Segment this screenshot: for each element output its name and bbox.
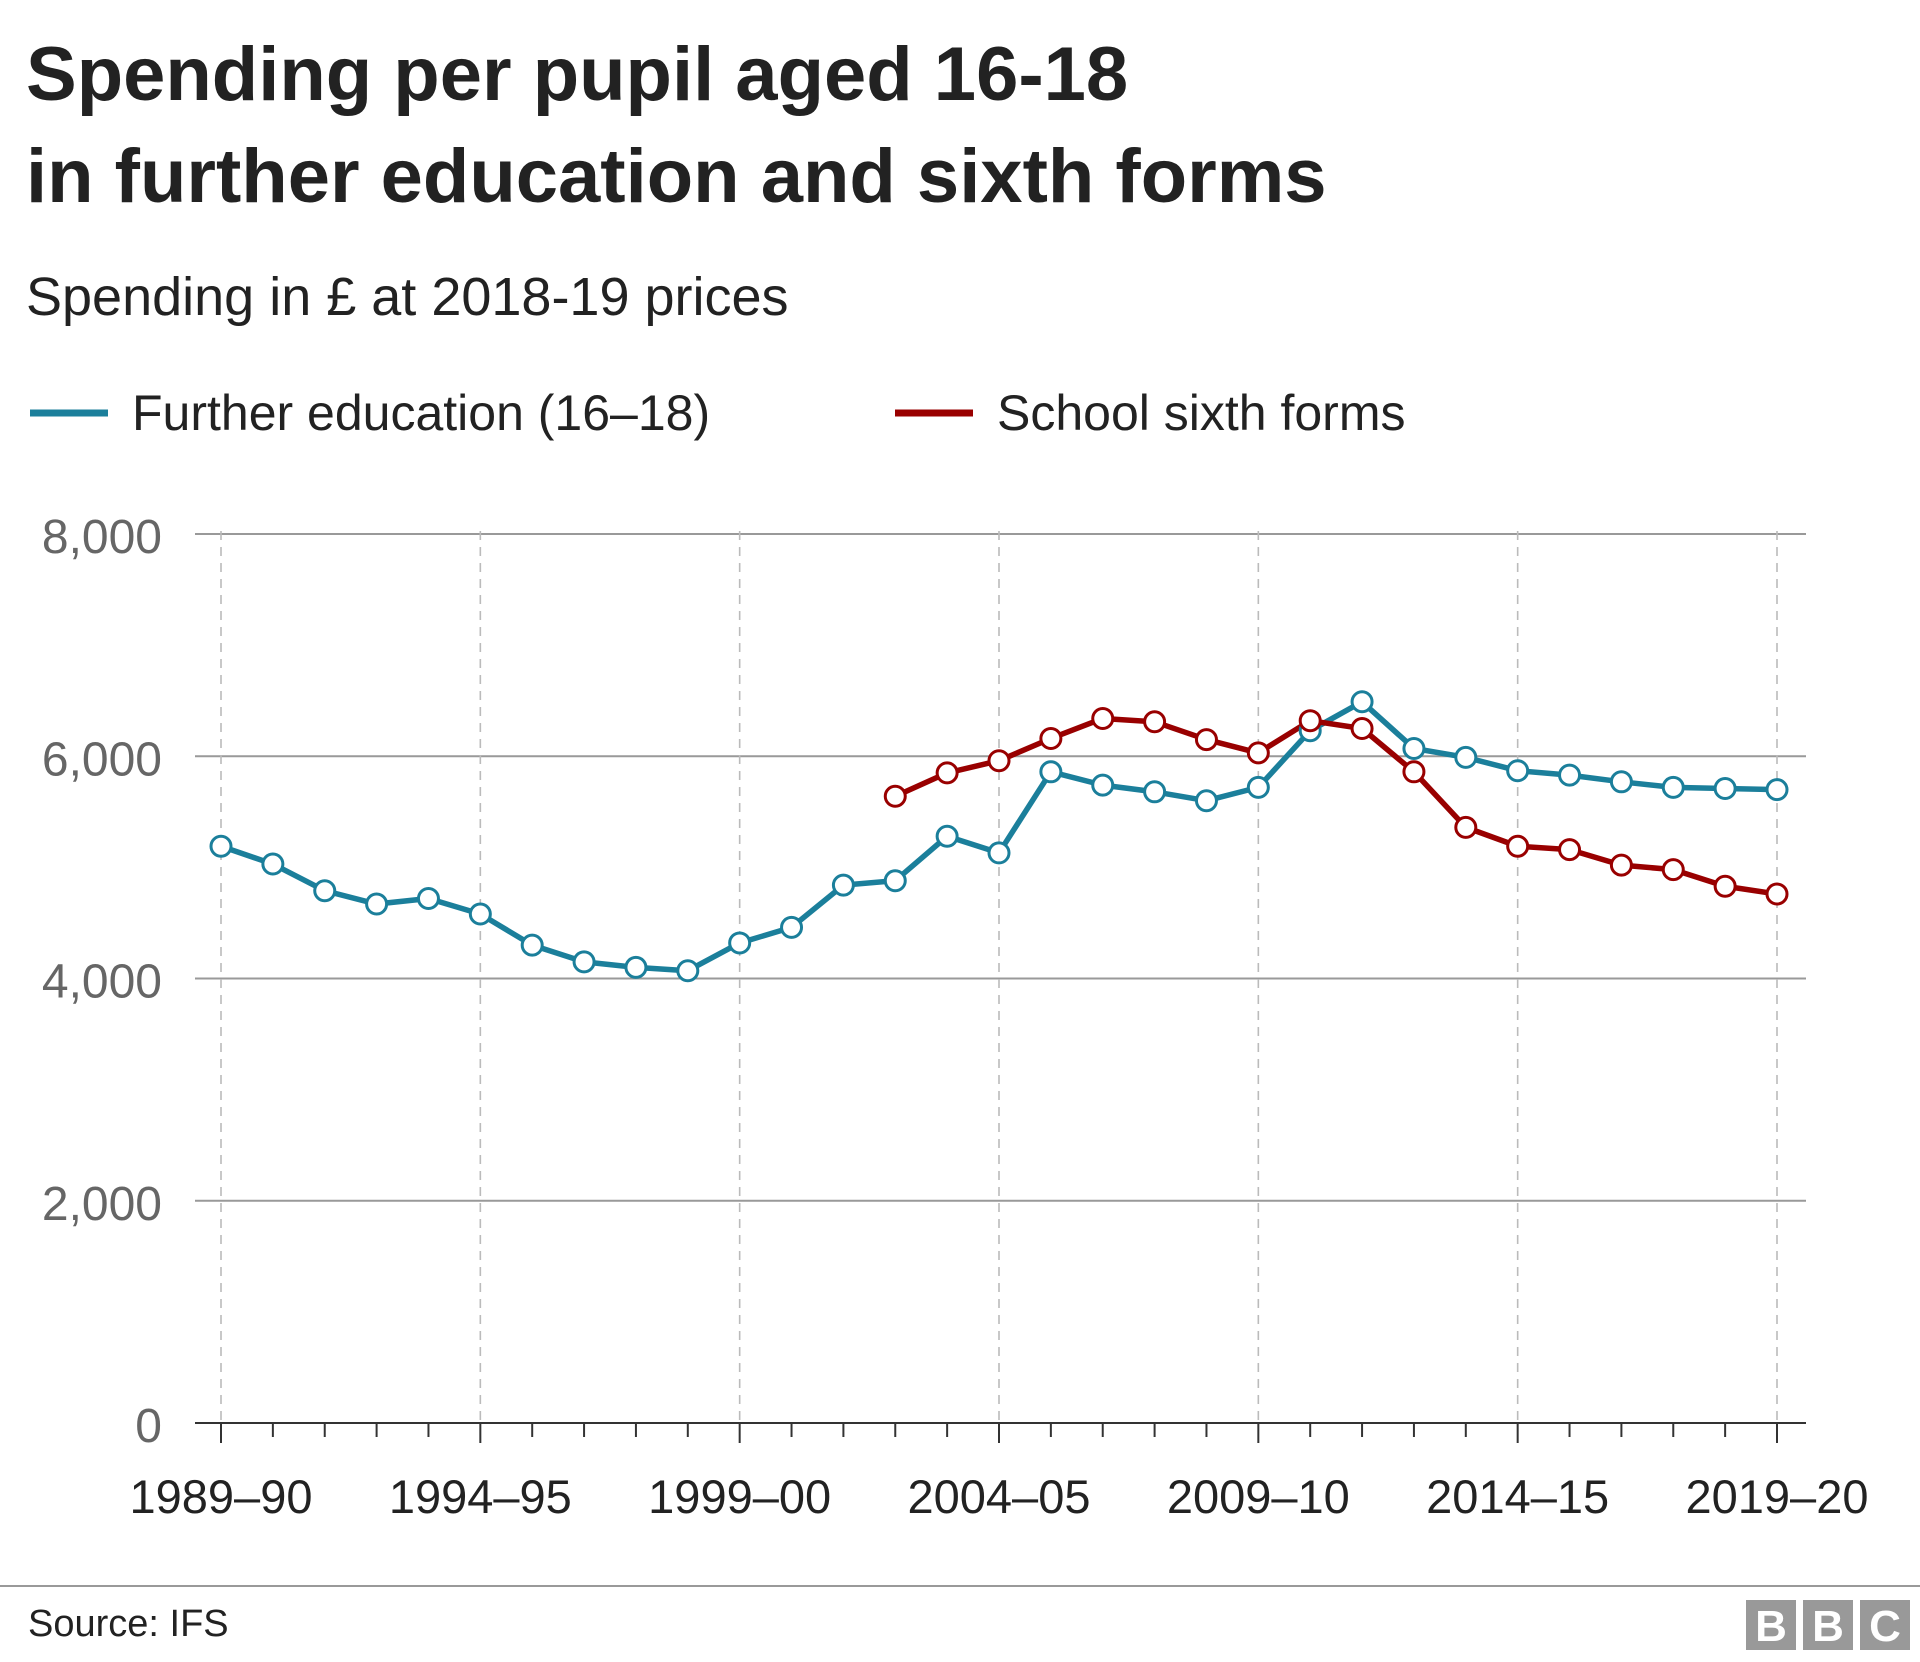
series-0-point [209,834,233,858]
series-1-point [1091,706,1115,730]
series-0-point [261,852,285,876]
series-0-point [468,902,492,926]
bbc-logo: B B C [1746,1600,1910,1651]
series-0-point [1143,780,1167,804]
series-0-point [1350,690,1374,714]
series-1-point [1246,741,1270,765]
x-axis-ticks [220,1423,1778,1443]
series-0-point [572,950,596,974]
series-1-point [1039,726,1063,750]
chart-title-line-2: in further education and sixth forms [26,134,1327,219]
series-0-point [1402,736,1426,760]
series-0-point [1713,776,1737,800]
y-tick-label: 6,000 [42,733,162,786]
series-0-point [416,886,440,910]
legend-label-sixth-forms: School sixth forms [997,385,1405,441]
series-1-point [883,784,907,808]
bbc-logo-letter-1: B [1755,1602,1787,1651]
series-1-point [1609,853,1633,877]
series-1-point [935,761,959,785]
y-tick-label: 8,000 [42,511,162,564]
series-0-point [728,931,752,955]
bbc-logo-block-2 [1803,1600,1853,1650]
legend-label-further-education: Further education (16–18) [132,385,710,441]
chart-title-line-1: Spending per pupil aged 16-18 [26,32,1128,117]
bbc-logo-letter-2: B [1812,1602,1844,1651]
series-0-point [1558,763,1582,787]
series-0-point [520,933,544,957]
series-0-point [1246,775,1270,799]
x-axis-labels: 1989–90 1994–95 1999–00 2004–05 2009–10 2014–… [130,1470,1869,1523]
y-tick-label: 2,000 [42,1178,162,1231]
series-0-point [1039,760,1063,784]
series-0-point [935,824,959,848]
series-0-point [831,873,855,897]
x-tick-label: 2019–20 [1686,1470,1869,1523]
y-axis-labels: 0 2,000 4,000 6,000 8,000 [42,511,162,1453]
x-tick-label: 2014–15 [1426,1470,1609,1523]
y-tick-label: 0 [135,1400,162,1453]
series-0-point [365,892,389,916]
series [209,690,1789,983]
series-0-point [313,879,337,903]
series-0-point [1194,789,1218,813]
y-tick-label: 4,000 [42,956,162,1009]
chart-subtitle: Spending in £ at 2018-19 prices [26,267,789,327]
series-0-point [1454,745,1478,769]
source-note: Source: IFS [28,1603,229,1645]
series-1-point [1713,874,1737,898]
series-0-point [624,955,648,979]
series-1-point [1143,710,1167,734]
series-1-point [1402,760,1426,784]
series-1-point [1558,838,1582,862]
bbc-logo-letter-3: C [1869,1602,1901,1651]
x-tick-label: 1989–90 [130,1470,313,1523]
series-1-point [1765,882,1789,906]
series-0-point [1506,759,1530,783]
series-1-point [1661,858,1685,882]
x-tick-label: 1999–00 [648,1470,831,1523]
legend: Further education (16–18) School sixth f… [30,385,1405,441]
x-tick-label: 2009–10 [1167,1470,1350,1523]
series-1-point [1506,834,1530,858]
series-1-point [1298,709,1322,733]
gridlines [195,533,1806,1202]
series-0-point [780,915,804,939]
series-0-point [676,959,700,983]
series-0-point [883,869,907,893]
vertical-guides [220,531,1778,1423]
series-0-point [1609,770,1633,794]
bbc-logo-block-3 [1860,1600,1910,1650]
series-0-point [1091,773,1115,797]
x-tick-label: 2004–05 [908,1470,1091,1523]
series-0-point [1765,778,1789,802]
series-1-point [987,749,1011,773]
series-1-point [1194,728,1218,752]
series-1-point [1350,716,1374,740]
series-0-point [1661,775,1685,799]
x-tick-label: 1994–95 [389,1470,572,1523]
series-0-point [987,841,1011,865]
bbc-logo-block-1 [1746,1600,1796,1650]
series-1-point [1454,815,1478,839]
